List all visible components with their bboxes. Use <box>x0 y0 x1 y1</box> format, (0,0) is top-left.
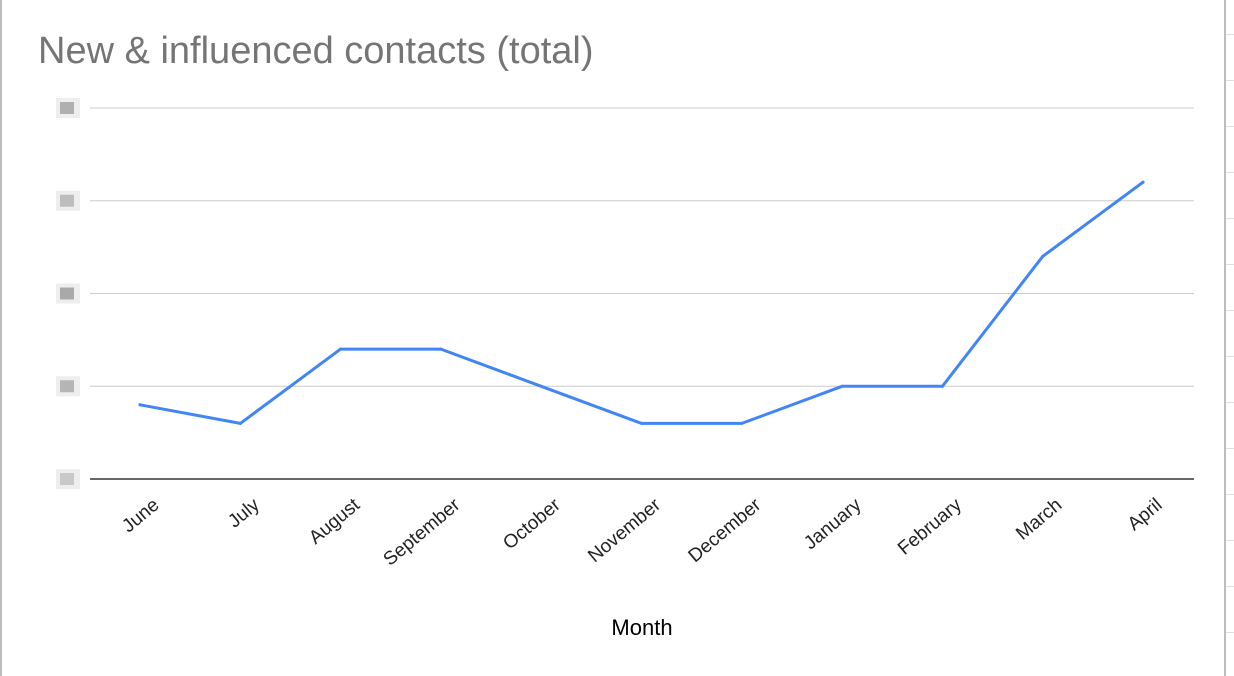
sheet-row-line <box>1226 264 1234 265</box>
y-tick-label-blur <box>60 102 74 114</box>
y-tick-label-obscured <box>56 190 80 211</box>
data-point <box>740 421 744 425</box>
y-tick-label-obscured <box>56 283 80 304</box>
data-point <box>940 384 944 388</box>
data-point <box>539 384 543 388</box>
sheet-row-line <box>1226 218 1234 219</box>
data-point <box>138 403 142 407</box>
sheet-row-line <box>1226 310 1234 311</box>
sheet-row-line <box>1226 402 1234 403</box>
y-tick-label-blur <box>60 473 74 485</box>
x-tick-label: March <box>1012 495 1066 545</box>
x-tick-label: August <box>305 494 364 549</box>
x-tick-label: December <box>685 494 766 567</box>
x-tick-label: November <box>584 494 665 567</box>
x-tick-label: February <box>894 494 966 559</box>
data-point <box>439 347 443 351</box>
x-tick-label: September <box>380 494 465 570</box>
sheet-row-line <box>1226 126 1234 127</box>
sheet-row-line <box>1226 494 1234 495</box>
x-axis-title: Month <box>611 615 673 640</box>
data-point <box>840 384 844 388</box>
y-tick-label-obscured <box>56 98 80 118</box>
sheet-row-line <box>1226 80 1234 81</box>
x-tick-label: October <box>499 494 565 554</box>
sheet-row-line <box>1226 586 1234 587</box>
chart-title: New & influenced contacts (total) <box>38 30 594 72</box>
sheet-row-line <box>1226 632 1234 633</box>
series-line <box>138 180 1145 425</box>
x-tick-label: June <box>118 495 163 538</box>
sheet-row-line <box>1226 356 1234 357</box>
x-tick-label: July <box>224 494 264 532</box>
sheet-row-line <box>1226 540 1234 541</box>
y-tick-label-blur <box>60 287 74 300</box>
y-tick-label-obscured <box>56 376 80 397</box>
data-point <box>1041 254 1045 258</box>
sheet-row-line <box>1226 172 1234 173</box>
y-tick-label-blur <box>60 380 74 393</box>
sheet-row-line <box>1226 448 1234 449</box>
data-point <box>238 421 242 425</box>
data-point <box>1141 180 1145 184</box>
sheet-row-line <box>1226 34 1234 35</box>
x-tick-label: April <box>1124 495 1167 536</box>
y-tick-label-obscured <box>56 469 80 489</box>
spreadsheet-edge <box>1226 0 1234 676</box>
x-tick-label: January <box>800 494 866 554</box>
data-point <box>640 421 643 425</box>
y-tick-label-blur <box>60 194 74 207</box>
data-point <box>339 347 343 351</box>
